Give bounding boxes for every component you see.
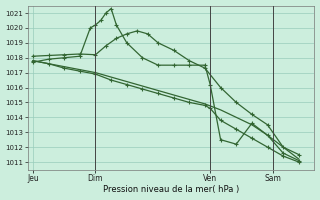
X-axis label: Pression niveau de la mer( hPa ): Pression niveau de la mer( hPa )	[103, 185, 239, 194]
